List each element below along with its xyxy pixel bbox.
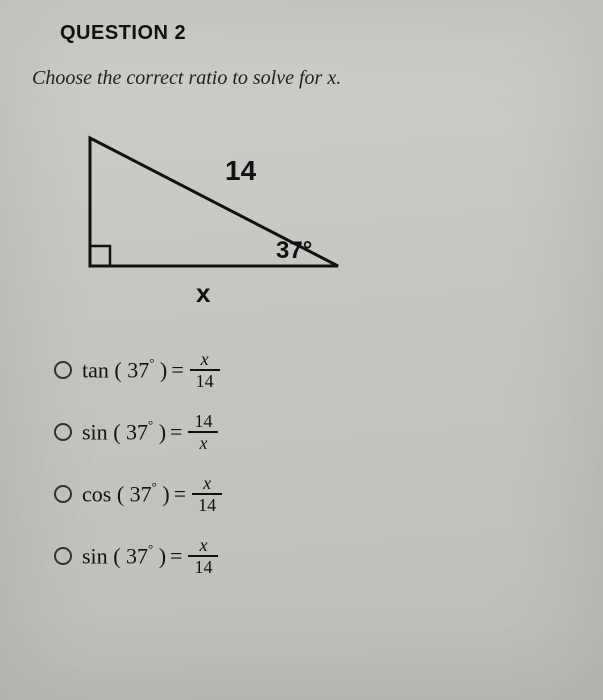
answer-choices: tan ( 37° ) = x 14 sin ( 37° ) = 14 x (54, 342, 563, 584)
radio-icon (54, 361, 72, 379)
choice-equation: tan ( 37° ) = x 14 (82, 349, 220, 391)
choice-equation: cos ( 37° ) = x 14 (82, 473, 222, 515)
angle-label: 37° (276, 237, 312, 264)
choice-c[interactable]: cos ( 37° ) = x 14 (54, 466, 563, 522)
right-angle-marker (90, 246, 110, 266)
triangle-diagram: 14 37° x (70, 118, 370, 318)
question-number: QUESTION 2 (60, 22, 563, 45)
choice-equation: sin ( 37° ) = x 14 (82, 535, 218, 577)
question-prompt: Choose the correct ratio to solve for x. (32, 67, 563, 90)
hypotenuse-label: 14 (225, 155, 257, 186)
radio-icon (54, 423, 72, 441)
choice-b[interactable]: sin ( 37° ) = 14 x (54, 404, 563, 460)
base-label: x (196, 278, 211, 308)
choice-d[interactable]: sin ( 37° ) = x 14 (54, 528, 563, 584)
choice-a[interactable]: tan ( 37° ) = x 14 (54, 342, 563, 398)
choice-equation: sin ( 37° ) = 14 x (82, 411, 218, 453)
radio-icon (54, 547, 72, 565)
radio-icon (54, 485, 72, 503)
